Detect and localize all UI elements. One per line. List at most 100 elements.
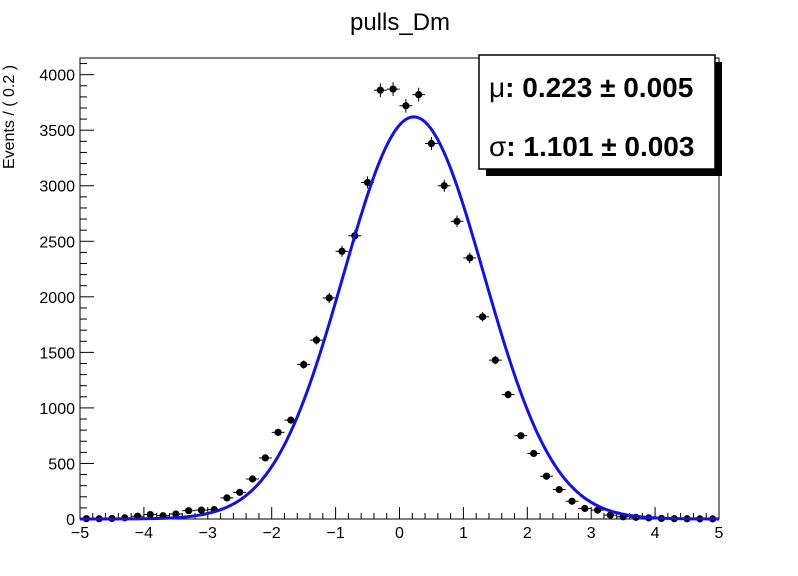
x-tick-label: 0 — [395, 525, 404, 542]
data-point — [476, 312, 489, 322]
y-axis-label: Events / ( 0.2 ) — [1, 65, 18, 169]
x-tick-label: −3 — [199, 525, 217, 542]
chart-title: pulls_Dm — [350, 9, 450, 36]
y-tick-label: 2500 — [39, 234, 75, 251]
data-point — [182, 507, 196, 515]
point-marker — [466, 254, 474, 262]
data-point — [399, 98, 413, 113]
point-marker — [427, 139, 436, 148]
data-point — [386, 82, 400, 96]
sigma-stat: σ: 1.101 ± 0.003 — [489, 131, 694, 162]
point-marker — [581, 504, 589, 513]
point-marker — [478, 313, 487, 321]
x-tick-label: 1 — [459, 525, 468, 542]
point-marker — [363, 178, 372, 187]
point-marker — [338, 247, 346, 255]
point-marker — [300, 360, 308, 369]
data-point — [195, 506, 208, 514]
point-marker — [568, 497, 576, 505]
x-tick-label: −1 — [326, 525, 344, 542]
stats-box: μ: 0.223 ± 0.005 σ: 1.101 ± 0.003 — [478, 54, 722, 176]
point-marker — [504, 390, 512, 399]
data-point — [373, 83, 387, 98]
point-marker — [185, 507, 193, 515]
point-marker — [376, 86, 384, 94]
x-tick-label: 2 — [523, 525, 532, 542]
point-marker — [389, 85, 397, 93]
data-point — [297, 360, 311, 369]
y-tick-label: 2000 — [39, 290, 75, 307]
point-marker — [261, 454, 269, 462]
point-marker — [236, 488, 244, 496]
point-marker — [517, 432, 525, 440]
y-tick-label: 1500 — [39, 345, 75, 362]
data-point — [591, 506, 604, 514]
point-marker — [491, 356, 499, 364]
data-point — [463, 252, 477, 264]
data-point — [501, 390, 515, 399]
gaussian-fit-curve — [80, 115, 720, 521]
data-point — [246, 475, 259, 483]
y-tick-label: 500 — [48, 456, 75, 473]
point-marker — [312, 336, 321, 344]
sigma-value: : 1.101 ± 0.003 — [506, 131, 694, 162]
y-tick-label: 3000 — [39, 179, 75, 196]
y-tick-label: 3500 — [39, 123, 75, 140]
point-marker — [325, 294, 333, 302]
y-tick-label: 1000 — [39, 401, 75, 418]
data-point — [552, 485, 566, 494]
point-marker — [555, 485, 563, 494]
y-axis: 0 500 1000 1500 2000 2500 3000 3500 4000 — [39, 63, 94, 529]
data-point — [578, 504, 592, 513]
x-tick-label: −4 — [135, 525, 153, 542]
data-point — [488, 355, 502, 365]
x-tick-label: −2 — [263, 525, 281, 542]
point-marker — [223, 494, 231, 502]
data-point — [412, 87, 426, 102]
data-point — [437, 179, 451, 192]
data-point — [514, 432, 528, 440]
point-marker — [402, 102, 410, 110]
x-axis: −5 −4 −3 −2 −1 0 1 2 3 4 5 — [71, 507, 724, 542]
point-marker — [248, 475, 257, 483]
point-marker — [274, 428, 282, 436]
data-point — [335, 245, 349, 257]
point-marker — [606, 511, 614, 519]
x-tick-label: 3 — [587, 525, 596, 542]
data-points — [80, 82, 719, 523]
point-marker — [542, 472, 551, 480]
point-marker — [593, 506, 602, 514]
point-marker — [146, 510, 154, 519]
x-tick-label: 5 — [715, 525, 724, 542]
mu-stat: μ: 0.223 ± 0.005 — [489, 72, 693, 103]
data-point — [220, 494, 234, 502]
data-point — [527, 449, 541, 458]
data-point — [450, 215, 464, 228]
point-marker — [197, 506, 206, 514]
data-point — [310, 335, 323, 345]
data-point — [565, 497, 579, 505]
mu-symbol: μ — [489, 72, 505, 103]
mu-value: : 0.223 ± 0.005 — [505, 72, 693, 103]
data-point — [540, 472, 553, 480]
y-tick-label: 4000 — [39, 68, 75, 85]
x-tick-label: −5 — [71, 525, 89, 542]
point-marker — [440, 182, 448, 190]
stats-box-frame — [478, 54, 716, 170]
point-marker — [415, 91, 423, 99]
data-point — [169, 510, 183, 518]
data-point — [425, 137, 438, 150]
data-point — [322, 292, 336, 303]
x-tick-label: 4 — [651, 525, 660, 542]
data-point — [143, 510, 157, 519]
data-point — [284, 416, 298, 424]
data-point — [271, 428, 285, 436]
sigma-symbol: σ — [489, 131, 506, 162]
point-marker — [172, 510, 180, 518]
y-tick-label: 0 — [66, 512, 75, 529]
data-point — [603, 511, 617, 519]
point-marker — [530, 449, 538, 458]
point-marker — [453, 217, 461, 225]
data-point — [258, 454, 272, 462]
